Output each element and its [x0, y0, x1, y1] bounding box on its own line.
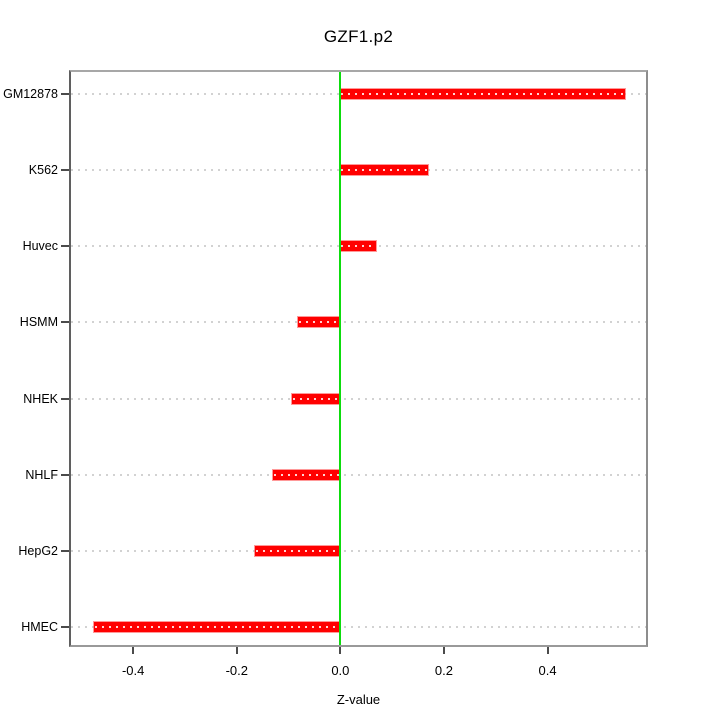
x-tick-0.2 [442, 647, 445, 654]
bar-inner-dash [341, 245, 376, 248]
bar-k562 [340, 165, 429, 176]
x-tick--0.2 [235, 647, 238, 654]
x-tick--0.4 [132, 647, 135, 654]
y-tick-label-hsmm: HSMM [19, 315, 58, 330]
bar-inner-dash [292, 397, 340, 400]
y-tick-huvec [61, 245, 69, 248]
bar-nhlf [273, 469, 341, 480]
y-tick-k562 [61, 169, 69, 172]
bar-inner-dash [274, 473, 340, 476]
bar-inner-dash [255, 549, 340, 552]
y-tick-label-k562: K562 [28, 163, 58, 178]
y-tick-nhlf [61, 473, 69, 476]
grid-line-hepg2 [71, 549, 646, 552]
grid-line-hmec [71, 626, 646, 628]
x-tick-0.4 [546, 647, 549, 654]
y-tick-label-nhek: NHEK [23, 391, 58, 406]
grid-line-nhlf [71, 473, 646, 476]
bar-hmec [93, 622, 341, 632]
x-axis-title: Z-value [336, 692, 381, 707]
y-tick-label-nhlf: NHLF [25, 467, 58, 482]
zero-reference-line [339, 72, 342, 645]
y-tick-label-hmec: HMEC [21, 620, 58, 634]
bar-hsmm [297, 317, 341, 328]
bar-hepg2 [254, 545, 341, 556]
x-tick-label-0.4: 0.4 [538, 663, 557, 678]
y-tick-label-huvec: Huvec [22, 239, 58, 254]
y-tick-hsmm [61, 321, 69, 324]
x-tick-label--0.4: -0.4 [121, 663, 145, 678]
chart-title: GZF1.p2 [323, 27, 394, 46]
grid-line-hsmm [71, 321, 646, 324]
bar-inner-dash [298, 321, 340, 324]
y-tick-nhek [61, 397, 69, 400]
y-tick-label-hepg2: HepG2 [18, 543, 58, 558]
bar-gm12878 [340, 89, 626, 99]
y-tick-gm12878 [61, 93, 69, 95]
bar-inner-dash [341, 169, 428, 172]
x-tick-0.0 [339, 647, 342, 654]
y-tick-hepg2 [61, 549, 69, 552]
y-tick-label-gm12878: GM12878 [3, 87, 58, 101]
bar-inner-dash [94, 626, 340, 628]
grid-line-nhek [71, 397, 646, 400]
bar-inner-dash [341, 93, 625, 95]
plot-area [69, 70, 648, 647]
bar-nhek [291, 393, 341, 404]
x-tick-label-0.2: 0.2 [434, 663, 453, 678]
x-tick-label-0.0: 0.0 [331, 663, 350, 678]
bar-huvec [340, 241, 377, 252]
x-tick-label--0.2: -0.2 [225, 663, 248, 678]
y-tick-hmec [61, 626, 69, 628]
